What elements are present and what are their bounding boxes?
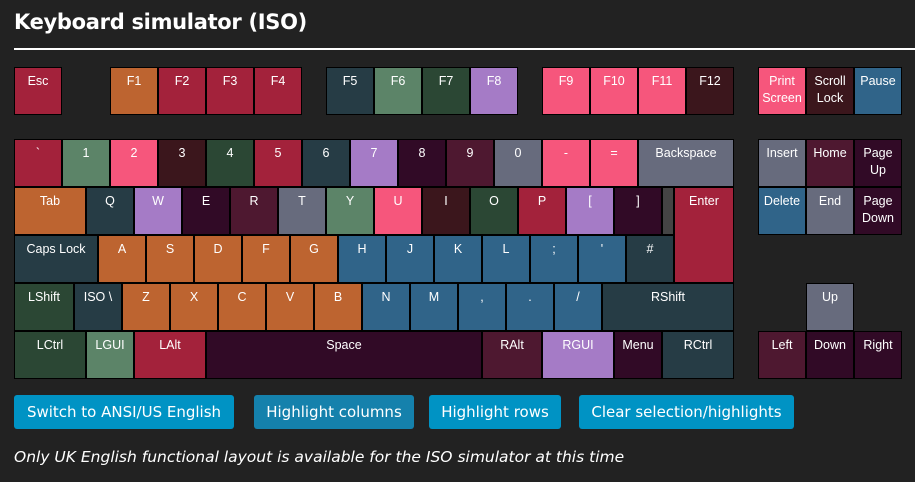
page-title: Keyboard simulator (ISO) bbox=[14, 10, 307, 34]
layout-note: Only UK English functional layout is ava… bbox=[14, 448, 625, 466]
key-8[interactable]: 8 bbox=[398, 139, 446, 187]
key-f5[interactable]: F5 bbox=[326, 67, 374, 115]
key-2[interactable]: 2 bbox=[110, 139, 158, 187]
key-f4[interactable]: F4 bbox=[254, 67, 302, 115]
key-down[interactable]: Down bbox=[806, 331, 854, 379]
key-m[interactable]: M bbox=[410, 283, 458, 331]
key-page-up[interactable]: Page Up bbox=[854, 139, 902, 187]
key-enter[interactable]: Enter bbox=[674, 187, 734, 283]
key-lshift[interactable]: LShift bbox=[14, 283, 74, 331]
key-6[interactable]: 6 bbox=[302, 139, 350, 187]
key-page-down[interactable]: Page Down bbox=[854, 187, 902, 235]
key-z[interactable]: Z bbox=[122, 283, 170, 331]
key-,[interactable]: , bbox=[458, 283, 506, 331]
key-f3[interactable]: F3 bbox=[206, 67, 254, 115]
key-iso-\[interactable]: ISO \ bbox=[74, 283, 122, 331]
key-ralt[interactable]: RAlt bbox=[482, 331, 542, 379]
key-rctrl[interactable]: RCtrl bbox=[662, 331, 734, 379]
key-left[interactable]: Left bbox=[758, 331, 806, 379]
key-9[interactable]: 9 bbox=[446, 139, 494, 187]
key-1[interactable]: 1 bbox=[62, 139, 110, 187]
key-b[interactable]: B bbox=[314, 283, 362, 331]
key-5[interactable]: 5 bbox=[254, 139, 302, 187]
key-c[interactable]: C bbox=[218, 283, 266, 331]
key-i[interactable]: I bbox=[422, 187, 470, 235]
key-pause[interactable]: Pause bbox=[854, 67, 902, 115]
key-j[interactable]: J bbox=[386, 235, 434, 283]
clear-selection-button[interactable]: Clear selection/highlights bbox=[579, 395, 794, 429]
key-y[interactable]: Y bbox=[326, 187, 374, 235]
key-k[interactable]: K bbox=[434, 235, 482, 283]
key-delete[interactable]: Delete bbox=[758, 187, 806, 235]
key-e[interactable]: E bbox=[182, 187, 230, 235]
key-f7[interactable]: F7 bbox=[422, 67, 470, 115]
key-][interactable]: ] bbox=[614, 187, 662, 235]
key-tab[interactable]: Tab bbox=[14, 187, 86, 235]
key-'[interactable]: ' bbox=[578, 235, 626, 283]
key-p[interactable]: P bbox=[518, 187, 566, 235]
key-n[interactable]: N bbox=[362, 283, 410, 331]
key-x[interactable]: X bbox=[170, 283, 218, 331]
key-d[interactable]: D bbox=[194, 235, 242, 283]
key-q[interactable]: Q bbox=[86, 187, 134, 235]
key-up[interactable]: Up bbox=[806, 283, 854, 331]
key-f10[interactable]: F10 bbox=[590, 67, 638, 115]
key-s[interactable]: S bbox=[146, 235, 194, 283]
key-u[interactable]: U bbox=[374, 187, 422, 235]
key-;[interactable]: ; bbox=[530, 235, 578, 283]
key-f12[interactable]: F12 bbox=[686, 67, 734, 115]
key-t[interactable]: T bbox=[278, 187, 326, 235]
key-g[interactable]: G bbox=[290, 235, 338, 283]
key-7[interactable]: 7 bbox=[350, 139, 398, 187]
key-scroll-lock[interactable]: Scroll Lock bbox=[806, 67, 854, 115]
key-f1[interactable]: F1 bbox=[110, 67, 158, 115]
key-l[interactable]: L bbox=[482, 235, 530, 283]
key-home[interactable]: Home bbox=[806, 139, 854, 187]
highlight-columns-button[interactable]: Highlight columns bbox=[254, 395, 414, 429]
key-right[interactable]: Right bbox=[854, 331, 902, 379]
key-=[interactable]: = bbox=[590, 139, 638, 187]
key-menu[interactable]: Menu bbox=[614, 331, 662, 379]
key-o[interactable]: O bbox=[470, 187, 518, 235]
key-a[interactable]: A bbox=[98, 235, 146, 283]
key-backspace[interactable]: Backspace bbox=[638, 139, 734, 187]
key-f9[interactable]: F9 bbox=[542, 67, 590, 115]
key-insert[interactable]: Insert bbox=[758, 139, 806, 187]
key-#[interactable]: # bbox=[626, 235, 674, 283]
key-f11[interactable]: F11 bbox=[638, 67, 686, 115]
switch-layout-button[interactable]: Switch to ANSI/US English bbox=[14, 395, 234, 429]
key-lctrl[interactable]: LCtrl bbox=[14, 331, 86, 379]
key-w[interactable]: W bbox=[134, 187, 182, 235]
key-f8[interactable]: F8 bbox=[470, 67, 518, 115]
key-lgui[interactable]: LGUI bbox=[86, 331, 134, 379]
key-`[interactable]: ` bbox=[14, 139, 62, 187]
key-v[interactable]: V bbox=[266, 283, 314, 331]
key-3[interactable]: 3 bbox=[158, 139, 206, 187]
key-4[interactable]: 4 bbox=[206, 139, 254, 187]
key-.[interactable]: . bbox=[506, 283, 554, 331]
key-lalt[interactable]: LAlt bbox=[134, 331, 206, 379]
key--[interactable]: - bbox=[542, 139, 590, 187]
highlight-rows-button[interactable]: Highlight rows bbox=[429, 395, 561, 429]
key-f6[interactable]: F6 bbox=[374, 67, 422, 115]
key-space[interactable]: Space bbox=[206, 331, 482, 379]
key-/[interactable]: / bbox=[554, 283, 602, 331]
key-rgui[interactable]: RGUI bbox=[542, 331, 614, 379]
key-[[interactable]: [ bbox=[566, 187, 614, 235]
key-f2[interactable]: F2 bbox=[158, 67, 206, 115]
key-esc[interactable]: Esc bbox=[14, 67, 62, 115]
title-divider bbox=[14, 48, 915, 50]
key-end[interactable]: End bbox=[806, 187, 854, 235]
key-rshift[interactable]: RShift bbox=[602, 283, 734, 331]
key-filler bbox=[662, 187, 674, 235]
key-r[interactable]: R bbox=[230, 187, 278, 235]
key-print-screen[interactable]: Print Screen bbox=[758, 67, 806, 115]
key-h[interactable]: H bbox=[338, 235, 386, 283]
key-f[interactable]: F bbox=[242, 235, 290, 283]
key-caps-lock[interactable]: Caps Lock bbox=[14, 235, 98, 283]
key-0[interactable]: 0 bbox=[494, 139, 542, 187]
